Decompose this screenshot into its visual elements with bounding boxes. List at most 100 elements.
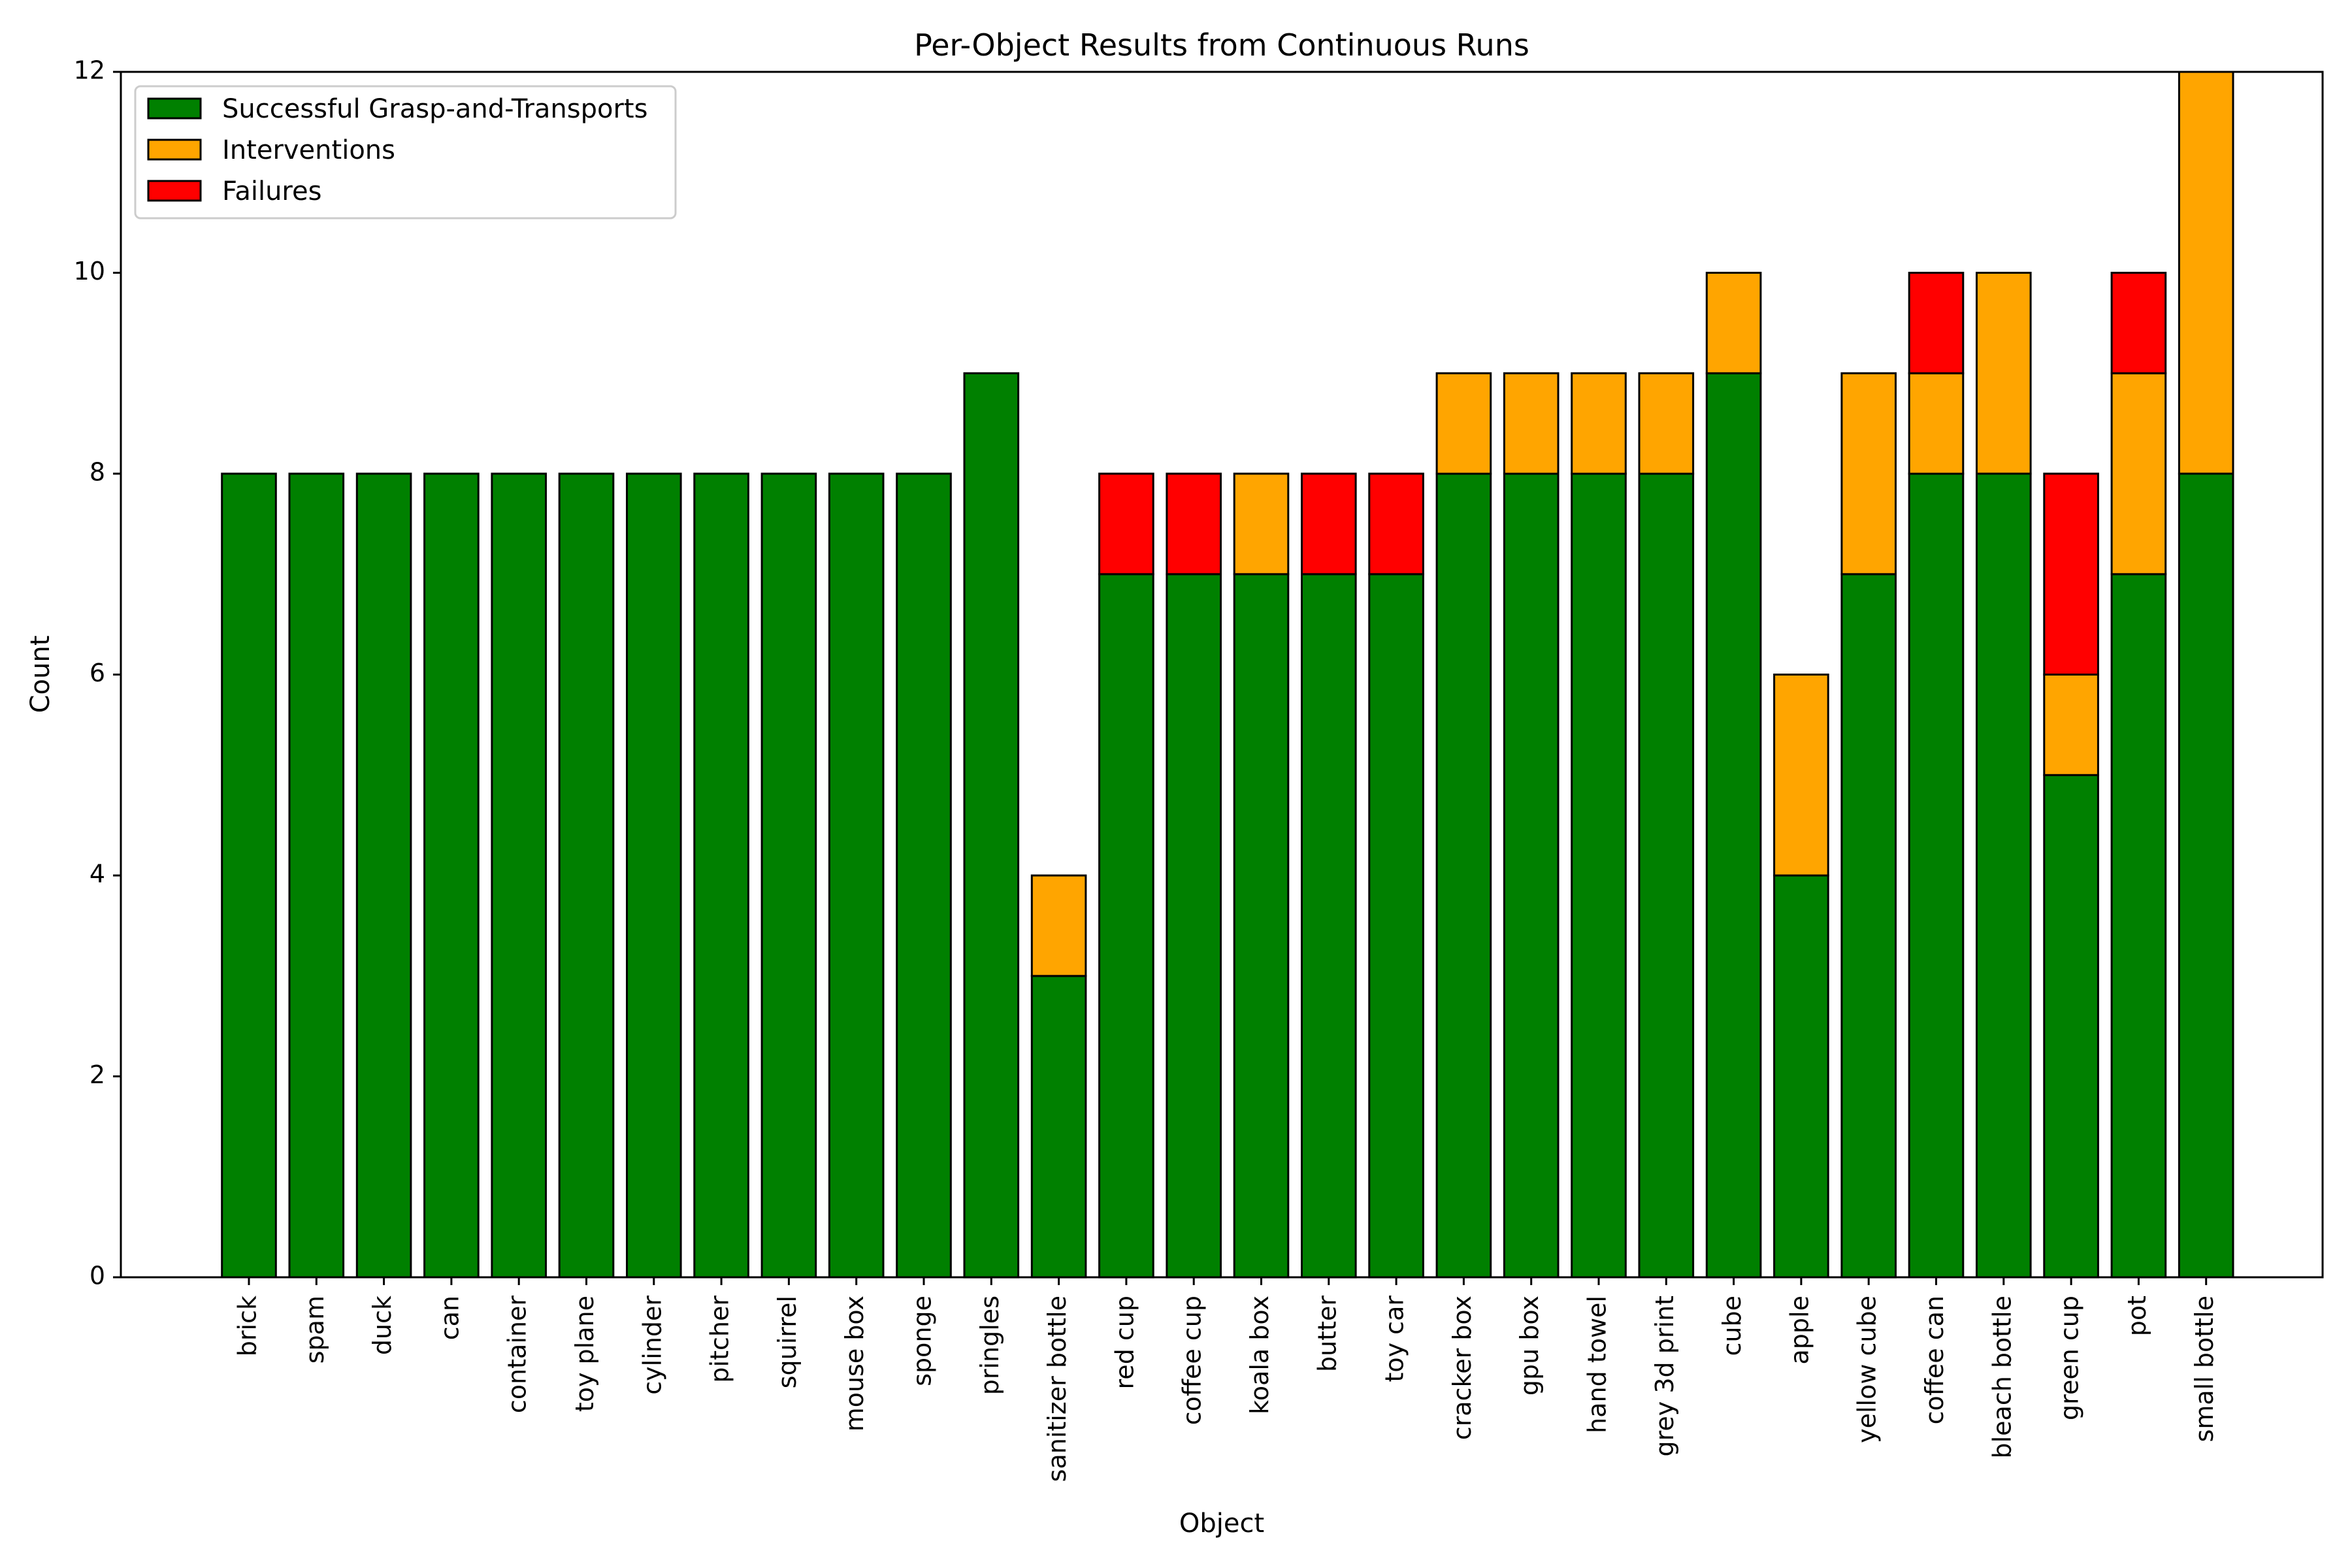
bar-interventions-sanitizer-bottle — [1030, 874, 1087, 977]
legend-label-interventions: Interventions — [222, 135, 395, 165]
bar-success-container — [491, 472, 547, 1279]
x-tick-label-green-cup: green cup — [2055, 1296, 2084, 1420]
x-tick-label-apple: apple — [1785, 1296, 1814, 1364]
bar-success-toy-plane — [558, 472, 615, 1279]
y-tick-label-2: 2 — [90, 1060, 105, 1089]
x-tick-label-spam: spam — [301, 1296, 329, 1364]
y-tick-label-10: 10 — [74, 257, 105, 286]
x-tick-label-butter: butter — [1313, 1296, 1341, 1372]
x-tick-label-gpu-box: gpu box — [1515, 1296, 1544, 1396]
legend-swatch-interventions — [147, 139, 202, 161]
bar-interventions-small-bottle — [2178, 71, 2234, 475]
x-tick-label-hand-towel: hand towel — [1583, 1296, 1612, 1433]
bars-group — [221, 71, 2234, 1279]
bar-success-cracker-box — [1435, 472, 1492, 1279]
x-tick-label-cracker-box: cracker box — [1448, 1296, 1477, 1440]
x-tick-label-coffee-cup: coffee cup — [1178, 1296, 1207, 1425]
bar-interventions-cube — [1705, 272, 1762, 374]
bar-success-sanitizer-bottle — [1030, 975, 1087, 1279]
bar-failures-toy-car — [1368, 472, 1424, 576]
x-tick-label-can: can — [435, 1296, 464, 1340]
x-tick-label-grey-3d-print: grey 3d print — [1650, 1296, 1679, 1457]
bar-success-hand-towel — [1571, 472, 1627, 1279]
bar-interventions-grey-3d-print — [1638, 372, 1695, 475]
x-tick-label-squirrel: squirrel — [773, 1296, 802, 1388]
y-tick-label-4: 4 — [90, 860, 105, 889]
bar-success-spam — [288, 472, 345, 1279]
legend-swatch-success — [147, 97, 202, 120]
legend-label-failures: Failures — [222, 176, 321, 206]
x-tick-label-cube: cube — [1718, 1296, 1746, 1356]
bar-interventions-pot — [2110, 372, 2167, 576]
x-tick-label-coffee-can: coffee can — [1920, 1296, 1949, 1424]
bar-success-mouse-box — [828, 472, 885, 1279]
bar-success-cylinder — [626, 472, 682, 1279]
x-tick-label-bleach-bottle: bleach bottle — [1987, 1296, 2016, 1459]
bar-interventions-cracker-box — [1435, 372, 1492, 475]
x-tick-label-pot: pot — [2123, 1296, 2151, 1336]
bar-failures-pot — [2110, 272, 2167, 374]
legend-label-success: Successful Grasp-and-Transports — [222, 94, 647, 124]
x-tick-label-container: container — [503, 1296, 532, 1413]
x-tick-label-pitcher: pitcher — [706, 1296, 734, 1383]
y-axis: 0 2 4 6 8 10 12 — [74, 56, 121, 1290]
x-tick-label-cylinder: cylinder — [638, 1296, 666, 1395]
x-tick-label-koala-box: koala box — [1245, 1296, 1274, 1414]
bar-success-green-cup — [2043, 774, 2099, 1279]
bar-interventions-yellow-cube — [1840, 372, 1897, 576]
y-axis-label: Count — [25, 636, 56, 713]
bar-success-coffee-can — [1908, 472, 1965, 1279]
bar-success-sponge — [896, 472, 952, 1279]
x-tick-label-pringles: pringles — [975, 1296, 1004, 1395]
bar-failures-red-cup — [1098, 472, 1154, 576]
x-tick-label-toy-plane: toy plane — [570, 1296, 599, 1412]
bar-success-pringles — [963, 372, 1020, 1279]
bar-success-coffee-cup — [1166, 573, 1222, 1279]
legend-swatch-failures — [147, 180, 202, 202]
bar-interventions-apple — [1773, 674, 1829, 877]
bar-success-grey-3d-print — [1638, 472, 1695, 1279]
bar-interventions-bleach-bottle — [1976, 272, 2032, 475]
x-tick-label-red-cup: red cup — [1110, 1296, 1139, 1389]
bar-success-duck — [355, 472, 412, 1279]
y-tick-label-0: 0 — [90, 1262, 105, 1290]
x-tick-label-small-bottle: small bottle — [2190, 1296, 2219, 1442]
y-tick-label-6: 6 — [90, 659, 105, 687]
legend-frame — [134, 85, 677, 220]
bar-success-pitcher — [693, 472, 749, 1279]
bar-interventions-green-cup — [2043, 674, 2099, 776]
bar-success-can — [423, 472, 480, 1279]
bar-success-butter — [1301, 573, 1357, 1279]
bar-success-apple — [1773, 874, 1829, 1279]
bar-interventions-gpu-box — [1503, 372, 1560, 475]
x-tick-label-duck: duck — [368, 1296, 397, 1355]
x-axis-label: Object — [1179, 1509, 1264, 1539]
bar-success-squirrel — [760, 472, 817, 1279]
bar-success-koala-box — [1233, 573, 1290, 1279]
y-tick-label-8: 8 — [90, 458, 105, 487]
bar-success-yellow-cube — [1840, 573, 1897, 1279]
x-tick-label-brick: brick — [233, 1296, 262, 1356]
x-axis: brick spam duck can container toy plane cylind… — [233, 1277, 2219, 1482]
bar-interventions-koala-box — [1233, 472, 1290, 576]
x-tick-label-mouse-box: mouse box — [840, 1296, 869, 1431]
bar-failures-coffee-can — [1908, 272, 1965, 374]
legend: Successful Grasp-and-Transports Interven… — [134, 85, 677, 220]
x-tick-label-yellow-cube: yellow cube — [1853, 1296, 1882, 1443]
bar-interventions-hand-towel — [1571, 372, 1627, 475]
x-tick-label-sponge: sponge — [908, 1296, 937, 1386]
bar-success-toy-car — [1368, 573, 1424, 1279]
bar-success-cube — [1705, 372, 1762, 1279]
bar-success-pot — [2110, 573, 2167, 1279]
bar-success-red-cup — [1098, 573, 1154, 1279]
bar-success-gpu-box — [1503, 472, 1560, 1279]
chart-title: Per-Object Results from Continuous Runs — [914, 27, 1529, 63]
bar-interventions-coffee-can — [1908, 372, 1965, 475]
x-tick-label-sanitizer-bottle: sanitizer bottle — [1043, 1296, 1071, 1482]
bar-success-small-bottle — [2178, 472, 2234, 1279]
y-tick-label-12: 12 — [74, 56, 105, 85]
bar-success-bleach-bottle — [1976, 472, 2032, 1279]
bar-success-brick — [221, 472, 277, 1279]
bar-failures-coffee-cup — [1166, 472, 1222, 576]
